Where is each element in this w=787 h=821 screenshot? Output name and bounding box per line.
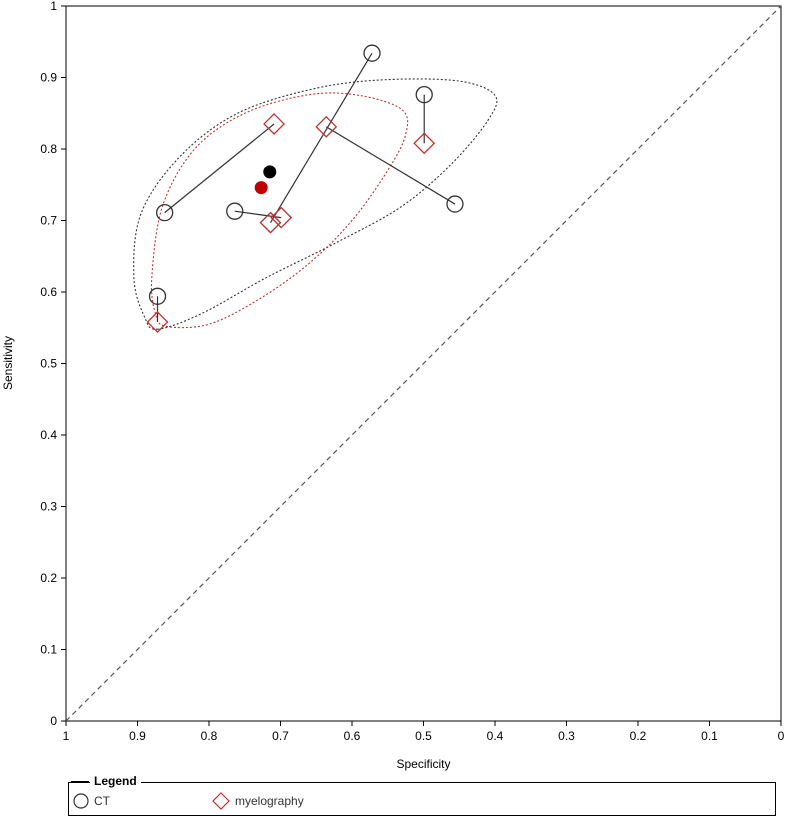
- x-tick-label: 0.6: [344, 729, 361, 743]
- legend-label-myelography: myelography: [235, 794, 304, 808]
- x-tick-label: 0: [778, 729, 785, 743]
- point-myelography-2: [413, 132, 436, 155]
- x-tick-label: 0.4: [487, 729, 504, 743]
- legend-item-myelography: myelography: [211, 792, 304, 810]
- paired-study-line-3: [325, 126, 456, 205]
- x-axis-title: Specificity: [396, 757, 450, 771]
- x-tick-label: 0.2: [630, 729, 647, 743]
- y-tick-label: 0.8: [40, 142, 57, 156]
- y-tick-label: 0: [50, 714, 57, 728]
- legend-diamond-icon: [212, 792, 230, 810]
- x-tick-label: 0.3: [558, 729, 575, 743]
- y-tick-label: 0.7: [40, 214, 57, 228]
- y-tick-label: 0.9: [40, 71, 57, 85]
- legend-title-rule: [71, 781, 89, 782]
- point-ct-3: [446, 195, 464, 213]
- x-tick-label: 0.7: [272, 729, 289, 743]
- reference-diagonal-line: [65, 5, 782, 722]
- y-axis-title: Sensitivity: [1, 336, 15, 390]
- legend-circle-icon: [73, 793, 89, 809]
- point-myelography-6: [146, 311, 169, 333]
- paired-study-line-1: [269, 52, 373, 223]
- paired-study-line-4: [164, 123, 275, 214]
- x-tick-label: 0.1: [701, 729, 718, 743]
- point-ct-2: [415, 86, 433, 104]
- x-tick-label: 0.8: [201, 729, 218, 743]
- point-ct-4: [156, 203, 174, 222]
- legend-box: [68, 782, 776, 816]
- y-tick-label: 0.2: [40, 571, 57, 585]
- x-tick-label: 0.9: [129, 729, 146, 743]
- confidence-region-myelography: [150, 92, 409, 329]
- summary-point-myelography: [254, 181, 268, 195]
- legend-item-ct: CT: [72, 792, 110, 810]
- point-myelography-4: [263, 113, 285, 135]
- point-myelography-5: [270, 206, 293, 229]
- point-myelography-1: [259, 211, 282, 234]
- y-tick-label: 1: [50, 0, 57, 13]
- legend-title: Legend: [90, 774, 141, 788]
- x-tick-label: 0.5: [415, 729, 432, 743]
- legend-label-ct: CT: [94, 794, 110, 808]
- point-ct-6: [148, 287, 167, 305]
- y-tick-label: 0.6: [40, 285, 57, 299]
- point-ct-1: [363, 44, 381, 62]
- y-tick-label: 0.5: [40, 357, 57, 371]
- summary-point-ct: [263, 165, 277, 179]
- y-tick-label: 0.4: [40, 428, 57, 442]
- y-tick-label: 0.1: [40, 643, 57, 657]
- point-myelography-3: [315, 115, 338, 138]
- y-tick-label: 0.3: [40, 500, 57, 514]
- x-tick-label: 1: [63, 729, 70, 743]
- point-ct-5: [226, 202, 244, 220]
